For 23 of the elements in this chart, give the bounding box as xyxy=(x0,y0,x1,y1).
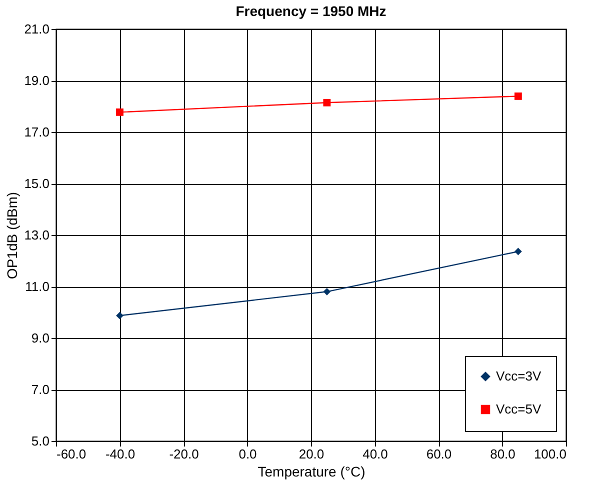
x-tick-label: -40.0 xyxy=(105,446,136,462)
x-tick-label: 40.0 xyxy=(362,446,388,462)
x-tick-label: -20.0 xyxy=(169,446,199,462)
y-tick-label: 9.0 xyxy=(31,330,50,346)
x-axis-title: Temperature (°C) xyxy=(258,464,366,480)
y-tick-label: 15.0 xyxy=(24,176,50,191)
y-tick-label: 7.0 xyxy=(31,382,50,397)
y-tick-label: 13.0 xyxy=(24,228,50,242)
y-tick-label: 5.0 xyxy=(31,434,50,448)
legend-label: Vcc=5V xyxy=(496,402,542,416)
y-axis-title: OP1dB (dBm) xyxy=(4,192,20,280)
y-tick-label: 17.0 xyxy=(24,124,50,140)
chart-title: Frequency = 1950 MHz xyxy=(236,3,386,19)
legend-label: Vcc=3V xyxy=(496,368,542,384)
y-tick-label: 11.0 xyxy=(25,279,50,294)
x-tick-label: -60.0 xyxy=(56,446,86,462)
x-tick-label: 0.0 xyxy=(238,446,257,462)
x-tick-label: 100.0 xyxy=(534,446,566,462)
x-tick-label: 60.0 xyxy=(426,446,452,462)
x-tick-label: 80.0 xyxy=(490,446,516,462)
y-tick-label: 21.0 xyxy=(24,22,50,36)
y-tick-label: 19.0 xyxy=(24,73,50,88)
x-tick-label: 20.0 xyxy=(298,446,324,462)
